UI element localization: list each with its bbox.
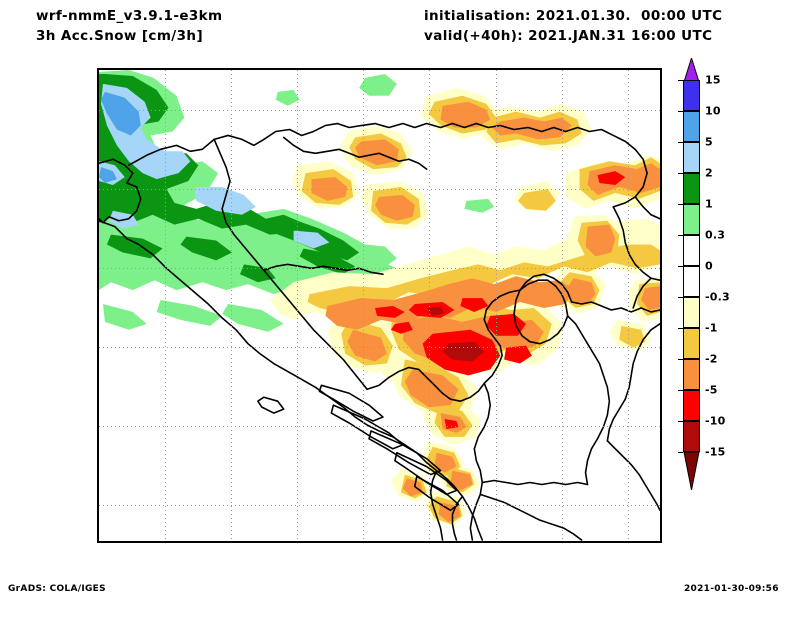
lat-tick (97, 426, 99, 427)
lon-tick (562, 541, 563, 543)
colorbar-tick (678, 111, 683, 112)
colorbar-label-2: 2 (705, 166, 713, 180)
colorbar-tick (678, 80, 683, 81)
lat-tick (97, 387, 99, 388)
colorbar-segment-neg5-neg2 (683, 359, 700, 390)
gridline-vertical (429, 70, 431, 541)
lat-tick (97, 110, 99, 111)
grads-credit: GrADS: COLA/IGES (8, 584, 106, 594)
colorbar-segment-neg03-0 (683, 266, 700, 297)
lat-tick (97, 308, 99, 309)
lat-tick (97, 189, 99, 190)
gridline-vertical (561, 70, 563, 541)
initialisation-time: initialisation: 2021.01.30. 00:00 UTC (424, 8, 723, 24)
colorbar-tick (678, 421, 683, 422)
colorbar-tick (678, 452, 683, 453)
gridline-horizontal (99, 426, 660, 428)
colorbar-segment-neg15-neg10 (683, 421, 700, 452)
gridline-vertical (363, 70, 365, 541)
gridline-horizontal (99, 268, 660, 269)
gridline-horizontal (99, 109, 660, 111)
colorbar-bottom-arrow (683, 452, 700, 490)
lat-tick (97, 268, 99, 269)
gridline-horizontal (99, 505, 660, 507)
colorbar-segment-2-5 (683, 142, 700, 173)
colorbar-label-neg2: -2 (705, 352, 718, 366)
colorbar-tick (678, 266, 683, 267)
map-plot-area: 45.5N 45N 44.5N 44N 43.5N 43N 42.5N 42N … (97, 68, 662, 543)
lon-tick (231, 541, 232, 543)
colorbar-segment-03-1 (683, 204, 700, 235)
model-title: wrf-nmmE_v3.9.1-e3km (36, 8, 223, 24)
gridline-vertical (495, 70, 497, 541)
lon-tick (165, 541, 166, 543)
colorbar-tick (678, 328, 683, 329)
lat-tick (97, 149, 99, 150)
colorbar-label-0: 0 (705, 259, 713, 273)
lon-tick (297, 541, 298, 543)
lon-tick (496, 541, 497, 543)
colorbar-label-neg5: -5 (705, 383, 718, 397)
colorbar-tick (678, 204, 683, 205)
lat-tick (97, 70, 99, 71)
lon-tick (363, 541, 364, 543)
colorbar-label-neg15: -15 (705, 445, 726, 459)
lat-tick (97, 505, 99, 506)
colorbar-label-15: 15 (705, 73, 721, 87)
lat-tick (97, 466, 99, 467)
colorbar-tick (678, 359, 683, 360)
gridline-vertical (627, 70, 629, 541)
colorbar-label-10: 10 (705, 104, 721, 118)
gridline-vertical (297, 70, 299, 541)
colorbar-label-neg1: -1 (705, 321, 718, 335)
lat-tick (97, 347, 99, 348)
colorbar-label-5: 5 (705, 135, 713, 149)
colorbar-segment-5-10 (683, 111, 700, 142)
gridline-vertical (231, 70, 233, 541)
snow-field-raster (99, 70, 660, 541)
gridline-horizontal (99, 188, 660, 190)
colorbar-segment-neg1-neg03 (683, 297, 700, 328)
colorbar-tick (678, 297, 683, 298)
colorbar-segment-10-15 (683, 80, 700, 111)
colorbar-label-1: 1 (705, 197, 713, 211)
colorbar-tick (678, 235, 683, 236)
colorbar-label-neg10: -10 (705, 414, 726, 428)
colorbar-label-0.3: 0.3 (705, 228, 726, 242)
valid-time: valid(+40h): 2021.JAN.31 16:00 UTC (424, 28, 713, 44)
colorbar-segment-0-03 (683, 235, 700, 266)
lat-tick (97, 228, 99, 229)
colorbar-tick (678, 390, 683, 391)
colorbar-segment-neg2-neg1 (683, 328, 700, 359)
colorbar-segment-neg10-neg5 (683, 390, 700, 421)
field-title: 3h Acc.Snow [cm/3h] (36, 28, 204, 44)
colorbar-top-arrow (683, 58, 700, 82)
lon-tick (99, 541, 100, 543)
gridline-horizontal (99, 347, 660, 349)
lon-tick (628, 541, 629, 543)
colorbar-legend: 15 10 5 2 1 0.3 0 -0.3 -1 -2 -5 -10 -15 (678, 58, 730, 530)
gridline-vertical (165, 70, 166, 541)
lon-tick (429, 541, 430, 543)
colorbar-segment-1-2 (683, 173, 700, 204)
colorbar-tick (678, 142, 683, 143)
colorbar-tick (678, 173, 683, 174)
render-timestamp: 2021-01-30-09:56 (684, 584, 779, 594)
colorbar-label-neg0.3: -0.3 (705, 290, 730, 304)
